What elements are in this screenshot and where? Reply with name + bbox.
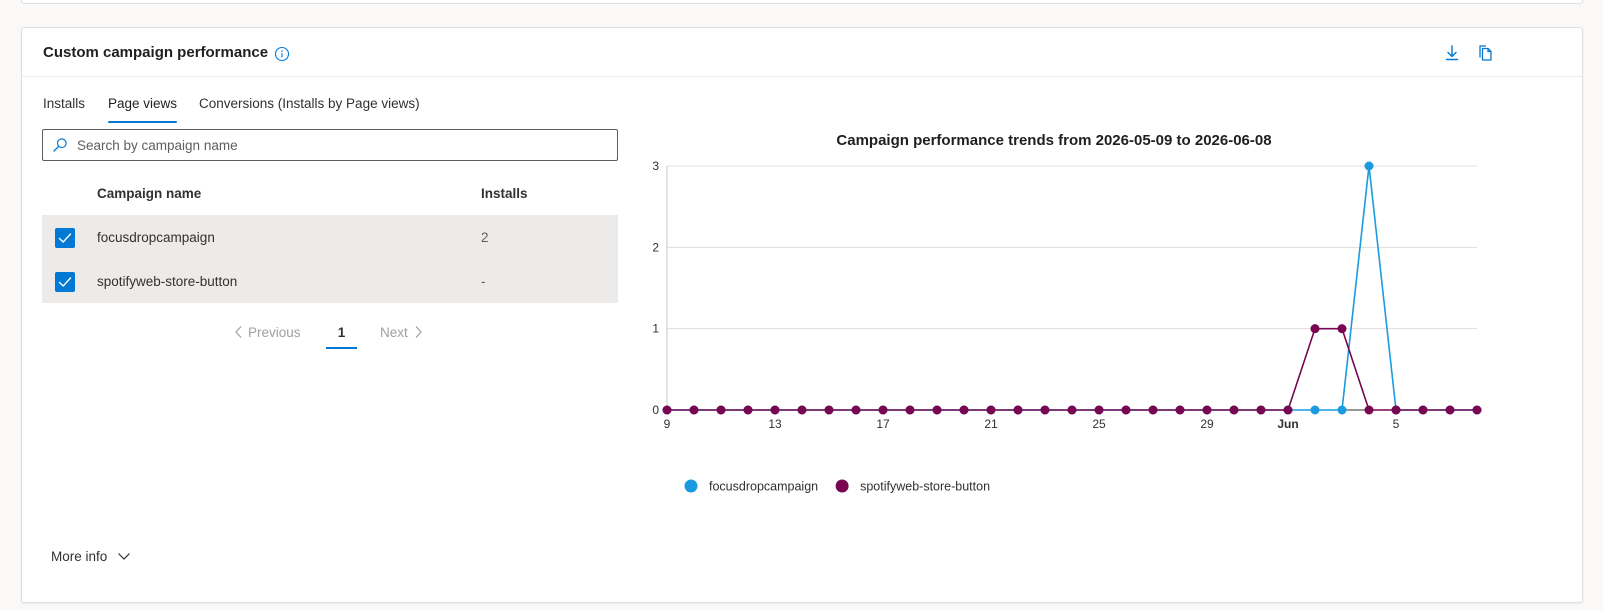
data-point [1364, 161, 1374, 171]
x-tick-label: 17 [876, 417, 890, 431]
series-line [667, 165, 1477, 411]
data-point [1256, 405, 1266, 415]
data-point [1121, 405, 1131, 415]
previous-label: Previous [248, 325, 301, 340]
data-point [1202, 405, 1212, 415]
data-point [716, 405, 726, 415]
data-point [1418, 405, 1428, 415]
data-point [1472, 405, 1482, 415]
checkmark-icon [58, 277, 72, 287]
x-tick-label: 21 [984, 417, 998, 431]
previous-page-button[interactable]: Previous [234, 325, 301, 340]
x-tick-label: 29 [1200, 417, 1214, 431]
data-point [770, 405, 780, 415]
legend-marker [835, 479, 849, 493]
campaign-table-body: focusdropcampaign 2 spotifyweb-store-but… [42, 215, 618, 303]
data-point [1148, 405, 1158, 415]
campaign-name: focusdropcampaign [97, 230, 215, 245]
data-point [1013, 405, 1023, 415]
table-row[interactable]: focusdropcampaign 2 [42, 215, 618, 259]
info-icon[interactable] [274, 46, 290, 62]
chevron-down-icon [118, 553, 130, 560]
data-point [1067, 405, 1077, 415]
data-point [662, 405, 672, 415]
column-header-installs[interactable]: Installs [481, 186, 528, 201]
campaign-performance-card: Custom campaign performance Installs Pag… [21, 27, 1583, 603]
campaign-trend-chart: Campaign performance trends from 2026-05… [652, 132, 1482, 494]
y-tick-label: 1 [652, 322, 659, 336]
legend-label: focusdropcampaign [709, 480, 818, 494]
copy-icon[interactable] [1477, 44, 1495, 62]
data-point [689, 405, 699, 415]
data-point [1391, 405, 1401, 415]
search-box [42, 129, 618, 161]
search-input[interactable] [77, 131, 607, 159]
data-point [878, 405, 888, 415]
campaign-name: spotifyweb-store-button [97, 274, 238, 289]
data-point [1040, 405, 1050, 415]
next-label: Next [380, 325, 408, 340]
more-info-label: More info [51, 549, 108, 564]
tab-page-views[interactable]: Page views [108, 96, 178, 123]
data-point [1310, 324, 1320, 334]
y-tick-label: 3 [652, 159, 659, 173]
y-tick-label: 2 [652, 240, 659, 254]
row-checkbox[interactable] [55, 272, 75, 292]
data-point [1229, 405, 1239, 415]
table-row[interactable]: spotifyweb-store-button - [42, 259, 618, 303]
data-point [1337, 405, 1347, 415]
data-point [1283, 405, 1293, 415]
tab-conversions[interactable]: Conversions (Installs by Page views) [199, 96, 420, 111]
series-line [667, 327, 1477, 411]
data-point [824, 405, 834, 415]
data-point [1445, 405, 1455, 415]
data-point [905, 405, 915, 415]
x-tick-label: 9 [664, 417, 671, 431]
data-point [1175, 405, 1185, 415]
chevron-right-icon [415, 326, 422, 338]
y-tick-label: 0 [652, 403, 659, 417]
data-point [959, 405, 969, 415]
data-point [1364, 405, 1374, 415]
more-info-toggle[interactable]: More info [51, 549, 131, 564]
column-header-campaign-name[interactable]: Campaign name [97, 186, 202, 201]
checkmark-icon [58, 233, 72, 243]
x-tick-label: Jun [1277, 417, 1298, 431]
card-title: Custom campaign performance [43, 44, 269, 61]
next-page-button[interactable]: Next [380, 325, 423, 340]
x-tick-label: 13 [768, 417, 782, 431]
campaign-installs: 2 [481, 230, 489, 245]
x-tick-label: 25 [1092, 417, 1106, 431]
legend-marker [684, 479, 698, 493]
legend-label: spotifyweb-store-button [860, 480, 990, 494]
data-point [1337, 324, 1347, 334]
x-tick-label: 5 [1393, 417, 1400, 431]
data-point [986, 405, 996, 415]
data-point [851, 405, 861, 415]
data-point [797, 405, 807, 415]
previous-card-edge [21, 0, 1583, 4]
data-point [932, 405, 942, 415]
card-header: Custom campaign performance [22, 28, 1582, 77]
chevron-left-icon [235, 326, 242, 338]
row-checkbox[interactable] [55, 228, 75, 248]
search-icon [53, 138, 67, 152]
chart-title: Campaign performance trends from 2026-05… [836, 132, 1271, 149]
data-point [1310, 405, 1320, 415]
data-point [743, 405, 753, 415]
tab-installs[interactable]: Installs [43, 96, 86, 111]
page-number-button[interactable]: 1 [326, 325, 357, 349]
data-point [1094, 405, 1104, 415]
download-icon[interactable] [1443, 44, 1461, 62]
campaign-installs: - [481, 274, 486, 289]
